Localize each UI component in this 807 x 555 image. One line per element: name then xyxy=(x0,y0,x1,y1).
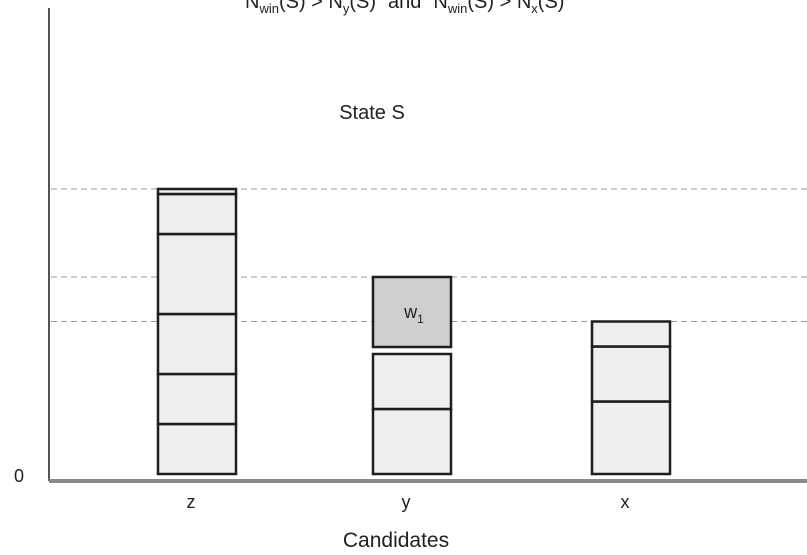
title-end-2: (S) xyxy=(538,0,565,13)
vote-block-z-1 xyxy=(156,422,238,476)
vote-block-x-2 xyxy=(590,345,672,403)
vote-block-z-4 xyxy=(156,232,238,316)
winner-block xyxy=(371,275,453,349)
state-label: State S xyxy=(339,102,405,124)
candidate-label-y: y xyxy=(402,492,411,512)
title-mid-2: (S) > N xyxy=(467,0,531,13)
winner-label: w1 xyxy=(403,302,424,326)
stack-y: w1 xyxy=(371,275,453,476)
candidate-stacks: w1 xyxy=(156,187,672,476)
title-sub-x: x xyxy=(531,1,538,16)
stack-x xyxy=(590,320,672,476)
vote-block-z-3 xyxy=(156,312,238,376)
vote-block-z-2 xyxy=(156,372,238,426)
vote-block-y-2 xyxy=(371,352,453,411)
candidate-label-z: z xyxy=(187,492,196,512)
vote-block-x-1 xyxy=(590,400,672,476)
title-n-win-1: N xyxy=(245,0,259,13)
vote-block-z-5 xyxy=(156,192,238,236)
x-axis-label: Candidates xyxy=(343,529,449,552)
title-mid-1: (S) > N xyxy=(279,0,343,13)
title-condition: Nwin(S) > Ny(S) and Nwin(S) > Nx(S) xyxy=(245,0,564,16)
vote-block-z-6 xyxy=(156,187,238,196)
title-sub-win-2: win xyxy=(447,1,468,16)
candidate-label-x: x xyxy=(621,492,630,512)
title-end-1: (S) xyxy=(349,0,376,13)
title-n-win-2: N xyxy=(433,0,447,13)
stack-z xyxy=(156,187,238,476)
title-and: and xyxy=(388,0,421,13)
title-sub-y: y xyxy=(343,1,350,16)
origin-label: 0 xyxy=(14,466,24,486)
vote-block-x-3 xyxy=(590,320,672,348)
title-sub-win-1: win xyxy=(258,1,279,16)
vote-block-y-1 xyxy=(371,407,453,476)
